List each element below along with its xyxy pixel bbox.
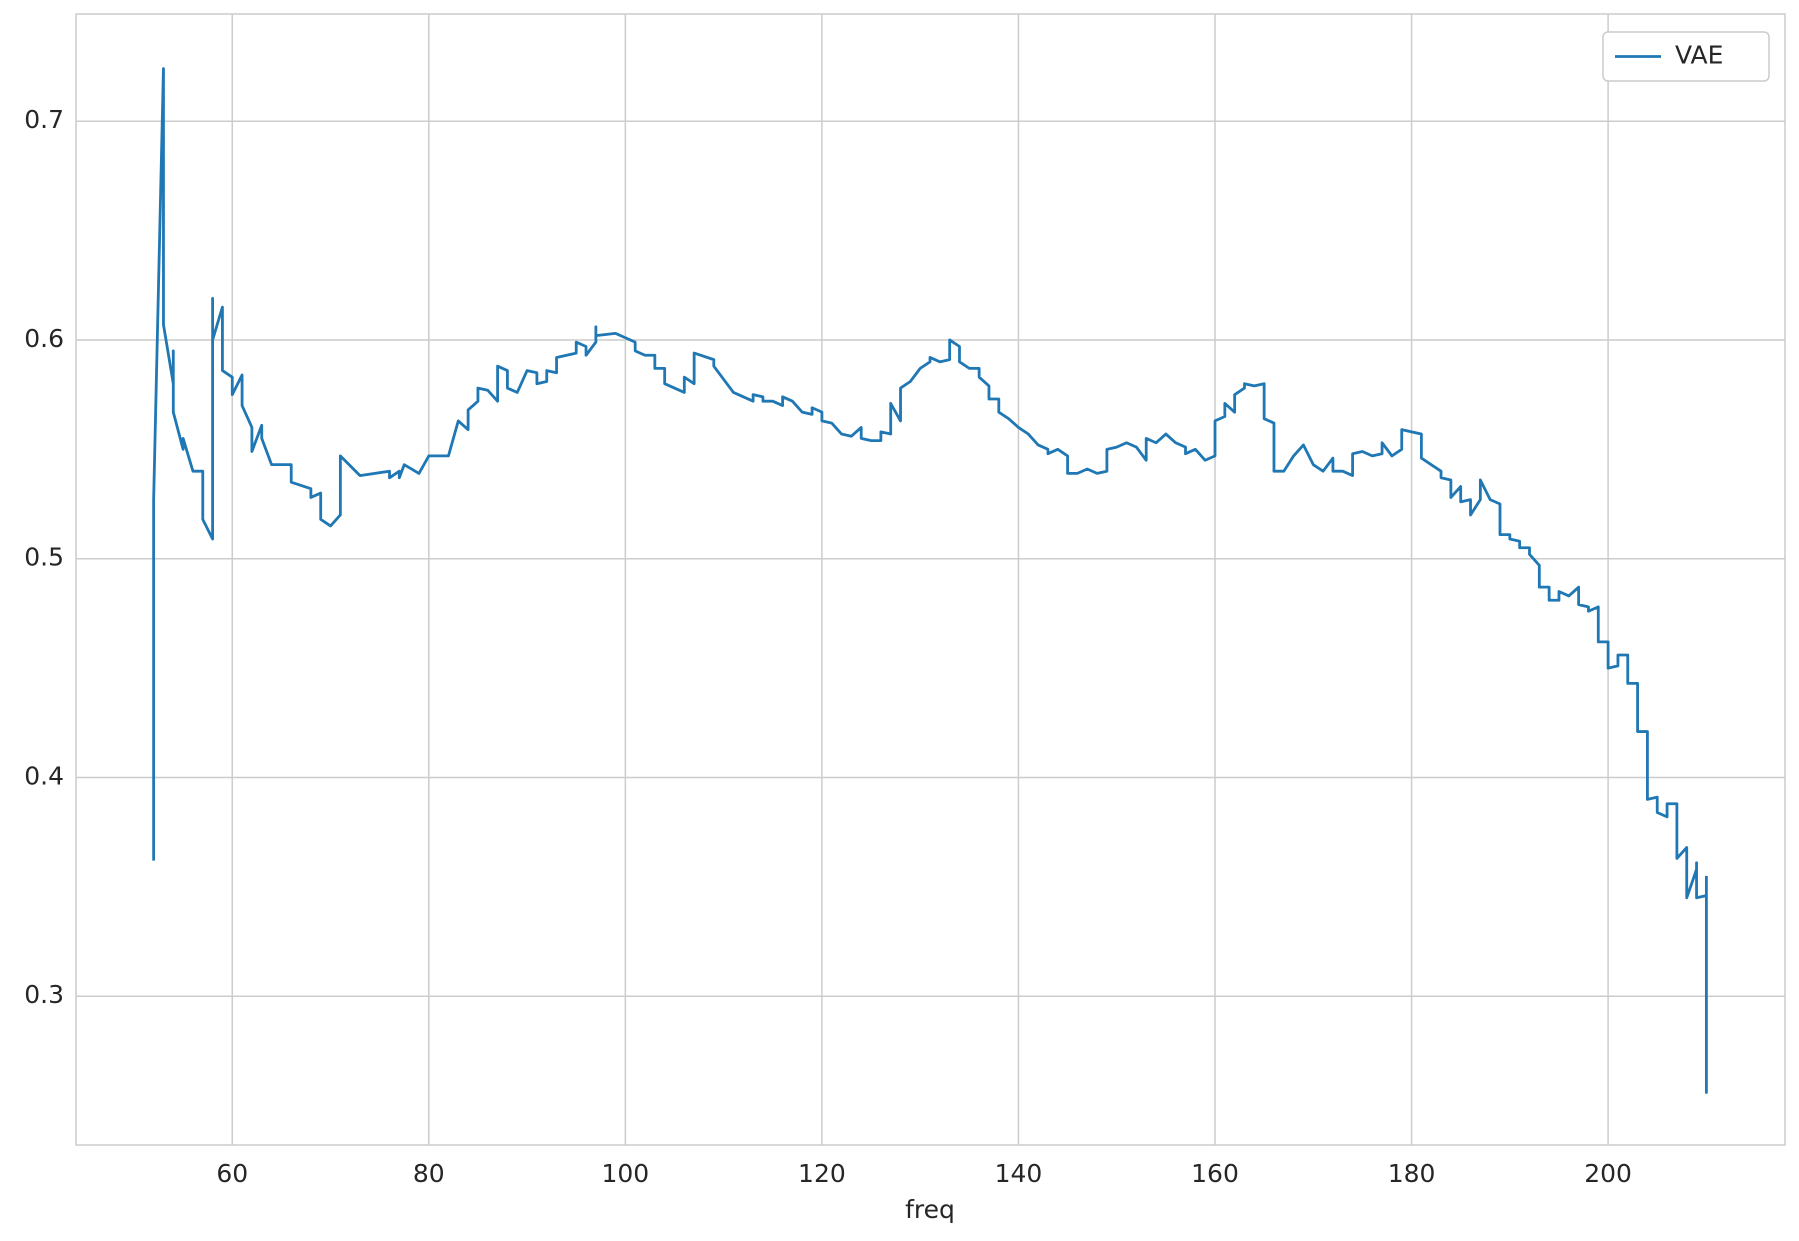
y-tick-label: 0.4 <box>24 761 64 790</box>
legend-label: VAE <box>1675 41 1723 70</box>
y-tick-label: 0.6 <box>24 324 64 353</box>
x-tick-label: 180 <box>1388 1159 1436 1188</box>
y-tick-label: 0.5 <box>24 543 64 572</box>
y-tick-label: 0.7 <box>24 105 64 134</box>
x-tick-label: 80 <box>413 1159 445 1188</box>
data-line <box>152 67 1708 1094</box>
x-tick-label: 120 <box>798 1159 846 1188</box>
x-tick-label: 200 <box>1584 1159 1632 1188</box>
legend-box <box>1602 31 1770 82</box>
x-tick-label: 60 <box>216 1159 248 1188</box>
x-tick-label: 140 <box>995 1159 1043 1188</box>
plot-frame <box>75 13 1786 1146</box>
x-tick-label: 160 <box>1191 1159 1239 1188</box>
x-tick-label: 100 <box>601 1159 649 1188</box>
y-tick-label: 0.3 <box>24 980 64 1009</box>
x-axis-label: freq <box>905 1195 955 1224</box>
